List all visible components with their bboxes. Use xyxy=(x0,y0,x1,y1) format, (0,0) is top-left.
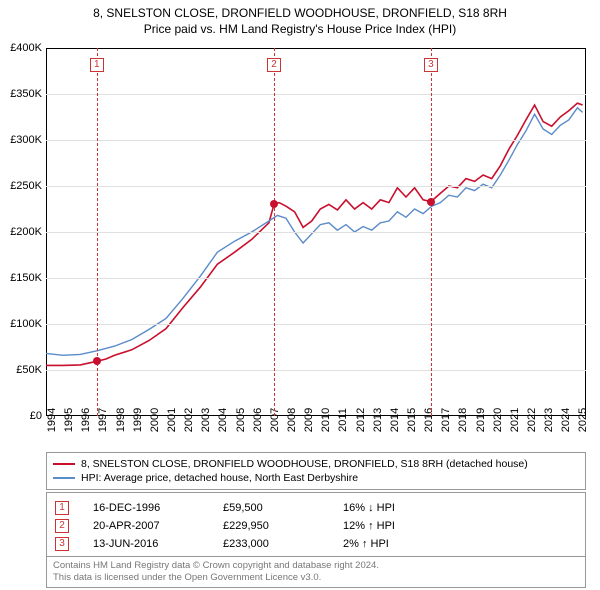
event-badge-2: 2 xyxy=(55,519,69,533)
event-price-1: £59,500 xyxy=(223,502,343,514)
gridline-h xyxy=(46,324,586,325)
ytick-label: £350K xyxy=(10,88,42,100)
plot-area: £0£50K£100K£150K£200K£250K£300K£350K£400… xyxy=(46,48,586,416)
attribution-footer: Contains HM Land Registry data © Crown c… xyxy=(46,556,586,588)
event-vline xyxy=(431,48,432,416)
ytick-label: £50K xyxy=(16,364,42,376)
xtick-label: 2005 xyxy=(235,408,247,432)
xtick-label: 2015 xyxy=(406,408,418,432)
event-dot xyxy=(427,198,435,206)
xtick-label: 2012 xyxy=(355,408,367,432)
event-row-2: 2 20-APR-2007 £229,950 12% ↑ HPI xyxy=(55,517,577,535)
event-date-1: 16-DEC-1996 xyxy=(93,502,223,514)
event-date-2: 20-APR-2007 xyxy=(93,520,223,532)
legend-label-hpi: HPI: Average price, detached house, Nort… xyxy=(81,472,358,484)
event-delta-3: 2% ↑ HPI xyxy=(343,538,577,550)
xtick-label: 2002 xyxy=(183,408,195,432)
xtick-label: 2000 xyxy=(149,408,161,432)
footer-line2: This data is licensed under the Open Gov… xyxy=(53,572,579,584)
xtick-label: 2001 xyxy=(166,408,178,432)
event-marker-box: 1 xyxy=(90,58,104,72)
event-vline xyxy=(274,48,275,416)
xtick-label: 2003 xyxy=(200,408,212,432)
gridline-h xyxy=(46,94,586,95)
event-price-3: £233,000 xyxy=(223,538,343,550)
xtick-label: 2013 xyxy=(372,408,384,432)
xtick-label: 2008 xyxy=(286,408,298,432)
xtick-label: 2021 xyxy=(509,408,521,432)
legend-item-property: 8, SNELSTON CLOSE, DRONFIELD WOODHOUSE, … xyxy=(53,457,579,471)
legend-item-hpi: HPI: Average price, detached house, Nort… xyxy=(53,471,579,485)
ytick-label: £200K xyxy=(10,226,42,238)
ytick-label: £100K xyxy=(10,318,42,330)
xtick-label: 2025 xyxy=(577,408,589,432)
event-delta-1: 16% ↓ HPI xyxy=(343,502,577,514)
xtick-label: 1998 xyxy=(115,408,127,432)
event-dot xyxy=(93,357,101,365)
series-line-property xyxy=(46,103,583,365)
event-badge-3: 3 xyxy=(55,537,69,551)
legend-label-property: 8, SNELSTON CLOSE, DRONFIELD WOODHOUSE, … xyxy=(81,458,528,470)
gridline-h xyxy=(46,232,586,233)
xtick-label: 2016 xyxy=(423,408,435,432)
xtick-label: 2022 xyxy=(526,408,538,432)
xtick-label: 1999 xyxy=(132,408,144,432)
xtick-label: 2014 xyxy=(389,408,401,432)
footer-line1: Contains HM Land Registry data © Crown c… xyxy=(53,560,579,572)
xtick-label: 2009 xyxy=(303,408,315,432)
event-badge-1: 1 xyxy=(55,501,69,515)
ytick-label: £300K xyxy=(10,134,42,146)
chart-title: 8, SNELSTON CLOSE, DRONFIELD WOODHOUSE, … xyxy=(0,0,600,36)
xtick-label: 1996 xyxy=(80,408,92,432)
xtick-label: 2011 xyxy=(337,408,349,432)
gridline-h xyxy=(46,140,586,141)
event-marker-box: 3 xyxy=(424,58,438,72)
ytick-label: £0 xyxy=(30,410,42,422)
xtick-label: 2020 xyxy=(492,408,504,432)
legend-swatch-hpi xyxy=(53,477,75,479)
legend: 8, SNELSTON CLOSE, DRONFIELD WOODHOUSE, … xyxy=(46,452,586,490)
xtick-label: 2024 xyxy=(560,408,572,432)
title-address: 8, SNELSTON CLOSE, DRONFIELD WOODHOUSE, … xyxy=(0,6,600,20)
event-delta-2: 12% ↑ HPI xyxy=(343,520,577,532)
xtick-label: 1994 xyxy=(46,408,58,432)
xtick-label: 2017 xyxy=(440,408,452,432)
ytick-label: £150K xyxy=(10,272,42,284)
event-dot xyxy=(270,200,278,208)
events-table: 1 16-DEC-1996 £59,500 16% ↓ HPI 2 20-APR… xyxy=(46,492,586,560)
ytick-label: £400K xyxy=(10,42,42,54)
gridline-h xyxy=(46,186,586,187)
xtick-label: 2019 xyxy=(475,408,487,432)
legend-swatch-property xyxy=(53,463,75,465)
chart-container: 8, SNELSTON CLOSE, DRONFIELD WOODHOUSE, … xyxy=(0,0,600,590)
xtick-label: 2018 xyxy=(457,408,469,432)
xtick-label: 2004 xyxy=(217,408,229,432)
gridline-h xyxy=(46,370,586,371)
ytick-label: £250K xyxy=(10,180,42,192)
xtick-label: 2006 xyxy=(252,408,264,432)
xtick-label: 2010 xyxy=(320,408,332,432)
xtick-label: 1997 xyxy=(97,408,109,432)
xtick-label: 1995 xyxy=(63,408,75,432)
event-row-1: 1 16-DEC-1996 £59,500 16% ↓ HPI xyxy=(55,499,577,517)
title-subtitle: Price paid vs. HM Land Registry's House … xyxy=(0,22,600,36)
event-row-3: 3 13-JUN-2016 £233,000 2% ↑ HPI xyxy=(55,535,577,553)
event-price-2: £229,950 xyxy=(223,520,343,532)
event-marker-box: 2 xyxy=(267,58,281,72)
gridline-h xyxy=(46,278,586,279)
xtick-label: 2023 xyxy=(543,408,555,432)
event-date-3: 13-JUN-2016 xyxy=(93,538,223,550)
